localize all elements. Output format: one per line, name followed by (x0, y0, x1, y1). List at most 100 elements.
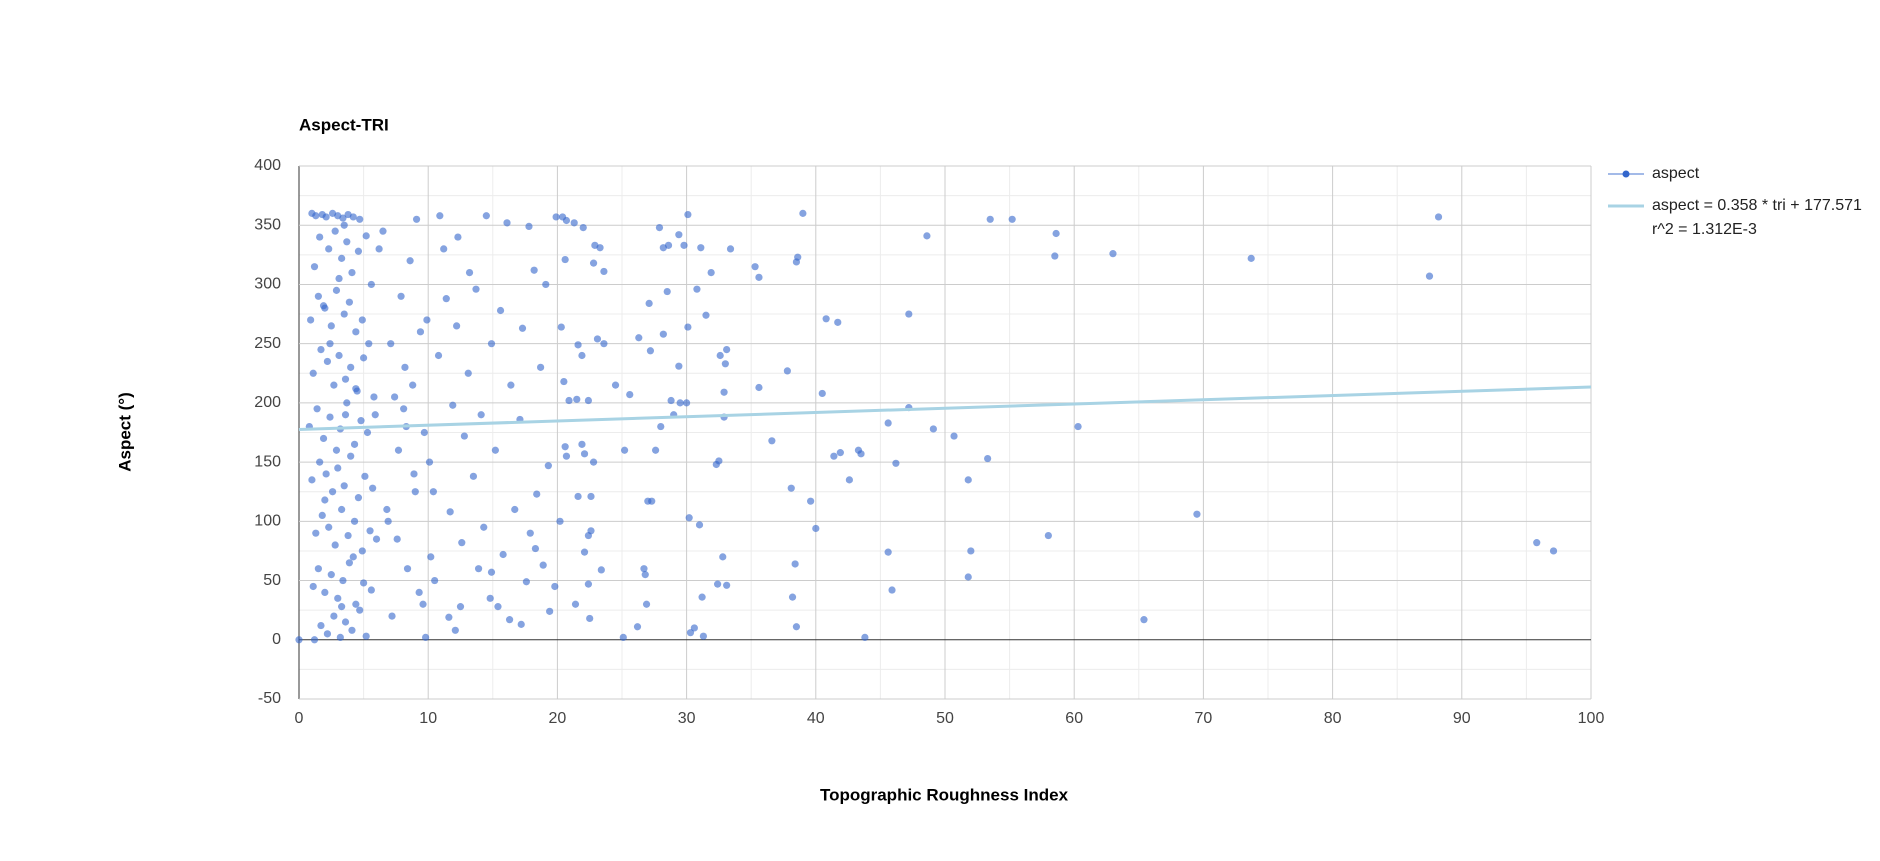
point (456, 603, 465, 611)
point (503, 219, 511, 227)
point (530, 266, 538, 274)
point (573, 395, 581, 403)
point (338, 505, 346, 514)
point (384, 517, 392, 525)
point (334, 594, 342, 602)
point (349, 553, 357, 561)
point (487, 568, 496, 576)
point (339, 576, 347, 585)
point (348, 269, 356, 277)
point (791, 560, 799, 568)
point (474, 565, 483, 573)
point (641, 571, 649, 579)
point (697, 244, 705, 252)
point (316, 233, 324, 241)
point (546, 607, 554, 615)
point (683, 399, 691, 407)
point (511, 505, 519, 514)
point (341, 618, 350, 626)
point (845, 476, 853, 484)
point (950, 432, 958, 440)
point (586, 614, 594, 623)
point (331, 227, 339, 235)
point (425, 458, 434, 466)
point (702, 311, 710, 319)
legend-dot (1622, 170, 1630, 178)
point (551, 582, 559, 591)
point (352, 328, 360, 336)
legend-key (1608, 170, 1644, 178)
point (684, 210, 692, 219)
point (584, 396, 593, 405)
legend-name: aspect (1652, 165, 1700, 182)
point (620, 446, 629, 454)
point (341, 411, 350, 419)
point (472, 285, 480, 293)
point (667, 396, 675, 405)
point (574, 341, 582, 349)
point (458, 539, 466, 547)
point (892, 459, 900, 467)
point (1247, 254, 1255, 262)
point (388, 612, 396, 620)
point (343, 238, 351, 246)
point (964, 476, 972, 484)
point (312, 212, 320, 220)
point (888, 586, 896, 594)
point (1140, 616, 1148, 624)
point (721, 360, 729, 368)
point (587, 492, 595, 501)
point (578, 351, 586, 360)
point (409, 381, 417, 389)
y-tick-label: 50 (263, 572, 281, 589)
point (659, 244, 667, 252)
point (646, 347, 655, 355)
point (358, 316, 366, 324)
point (557, 323, 565, 331)
chart-title: Aspect-TRI (299, 115, 389, 134)
point (316, 458, 324, 466)
point (345, 559, 353, 567)
point (600, 340, 608, 348)
point (317, 621, 325, 630)
point (651, 446, 660, 454)
point (323, 357, 332, 366)
point (611, 381, 620, 389)
point (379, 227, 387, 235)
point (354, 494, 363, 502)
point (354, 247, 363, 255)
point (783, 367, 791, 375)
point (507, 381, 515, 389)
point (642, 600, 651, 608)
point (429, 488, 437, 496)
point (451, 626, 459, 634)
point (308, 476, 316, 484)
y-tick-label: 250 (254, 335, 281, 352)
point (436, 212, 444, 220)
point (309, 369, 317, 377)
point (884, 548, 892, 556)
point (453, 322, 461, 330)
point (446, 508, 454, 516)
point (635, 334, 643, 342)
point (522, 578, 530, 586)
point (633, 623, 642, 631)
point (556, 517, 564, 525)
point (406, 257, 414, 265)
point (319, 302, 328, 310)
point (347, 363, 355, 371)
point (367, 586, 375, 594)
point (640, 565, 648, 573)
point (400, 405, 408, 413)
point (984, 454, 992, 463)
point (597, 566, 605, 574)
point (818, 389, 826, 398)
point (362, 632, 370, 640)
point (369, 484, 377, 492)
point (332, 286, 341, 294)
point (319, 434, 328, 443)
point (792, 258, 801, 266)
point (1533, 539, 1541, 547)
point (830, 452, 838, 460)
point (807, 497, 815, 505)
